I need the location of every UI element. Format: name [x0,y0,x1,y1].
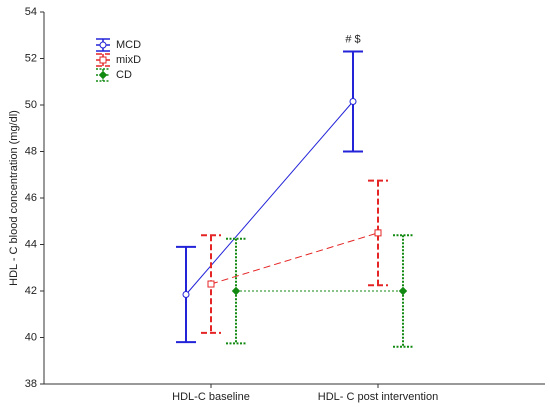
y-tick-label: 48 [25,145,37,157]
y-tick-label: 52 [25,52,37,64]
legend-label: MCD [116,39,141,51]
series-line [210,232,379,285]
x-tick-label: HDL-C baseline [172,391,250,403]
series-line [185,101,354,295]
legend-marker [99,56,107,64]
y-tick-label: 46 [25,192,37,204]
legend-label: CD [116,69,132,81]
data-point [231,286,241,296]
error-bar [393,234,413,348]
y-tick-label: 44 [25,238,37,250]
y-tick-label: 54 [25,6,37,18]
y-tick-label: 50 [25,99,37,111]
x-tick-label: HDL- C post intervention [318,391,438,403]
y-tick-label: 38 [25,378,37,390]
y-axis-label: HDL - C blood concentration (mg/dl) [8,110,20,286]
data-point [349,98,357,106]
data-point [398,286,408,296]
data-point [374,229,382,237]
data-point [182,290,190,298]
error-bar [368,179,388,287]
legend-marker [98,70,108,80]
legend-marker [99,41,107,49]
error-bar [226,237,246,345]
data-point [207,280,215,288]
y-tick-label: 40 [25,331,37,343]
annotation: # $ [345,33,360,45]
y-tick-label: 42 [25,285,37,297]
legend-label: mixD [116,54,141,66]
